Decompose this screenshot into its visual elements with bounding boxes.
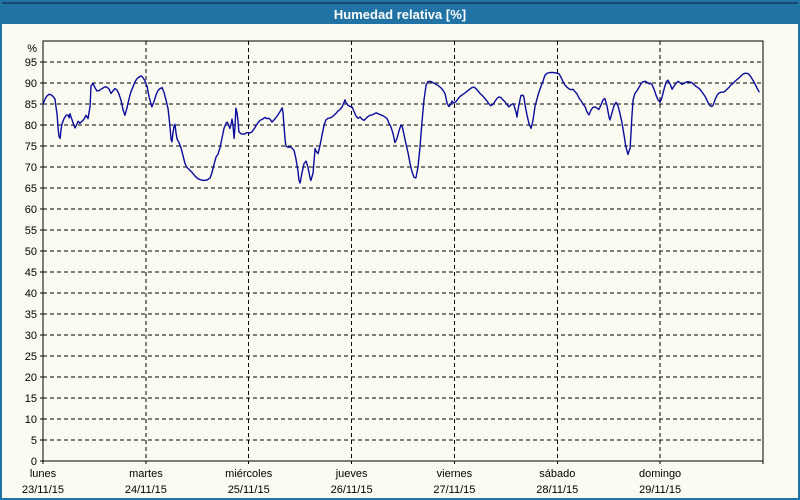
chart-title-bar: Humedad relativa [%] (2, 2, 798, 24)
y-tick-label: 25 (25, 351, 37, 363)
y-tick-label: 85 (25, 99, 37, 111)
x-date-label: 28/11/15 (536, 484, 578, 496)
chart-title: Humedad relativa [%] (333, 6, 467, 22)
x-date-label: 27/11/15 (433, 484, 475, 496)
y-tick-label: 60 (25, 204, 37, 216)
y-tick-label: 15 (25, 393, 37, 405)
y-tick-label: 55 (25, 225, 37, 237)
y-tick-label: 40 (25, 288, 37, 300)
y-tick-label: 30 (25, 330, 37, 342)
y-tick-label: 65 (25, 183, 37, 195)
x-day-label: domingo (639, 468, 681, 480)
humidity-series-line (42, 71, 760, 184)
y-tick-label: 95 (25, 57, 37, 69)
y-tick-label: 5 (31, 435, 37, 447)
x-day-label: jueves (335, 468, 368, 480)
y-tick-label: 45 (25, 267, 37, 279)
x-day-label: lunes (30, 468, 57, 480)
y-tick-label: 20 (25, 372, 37, 384)
x-date-label: 25/11/15 (228, 484, 270, 496)
y-tick-label: 50 (25, 246, 37, 258)
x-day-label: martes (129, 468, 163, 480)
x-date-label: 29/11/15 (639, 484, 681, 496)
y-tick-label: 75 (25, 141, 37, 153)
y-axis-unit-label: % (27, 43, 37, 55)
y-tick-label: 90 (25, 78, 37, 90)
x-date-label: 26/11/15 (331, 484, 373, 496)
x-date-label: 24/11/15 (125, 484, 167, 496)
y-tick-label: 10 (25, 414, 37, 426)
x-day-label: miércoles (225, 468, 273, 480)
x-date-label: 23/11/15 (22, 484, 64, 496)
x-day-label: sábado (539, 468, 575, 480)
y-tick-label: 80 (25, 120, 37, 132)
y-tick-label: 35 (25, 309, 37, 321)
y-tick-label: 70 (25, 162, 37, 174)
x-day-label: viernes (437, 468, 473, 480)
y-tick-label: 0 (31, 456, 37, 468)
